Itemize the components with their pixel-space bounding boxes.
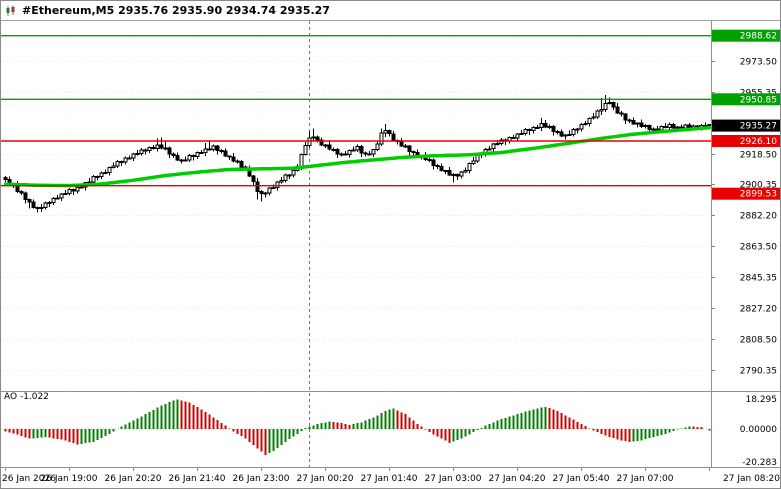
price-chart[interactable]: 2973.502955.352918.502900.352882.202863.… <box>1 21 781 489</box>
ma-line <box>3 125 712 188</box>
chart-icon <box>6 5 15 16</box>
ao-tick-label: -20.283 <box>742 458 777 468</box>
level-price-label <box>712 29 780 42</box>
grid-lines <box>1 21 711 467</box>
svg-text:2899.53: 2899.53 <box>740 190 777 200</box>
time-tick-label: 26 Jan 21:40 <box>169 474 226 484</box>
time-tick-label: 26 Jan 20:20 <box>105 474 162 484</box>
time-tick-label: 27 Jan 08:20 <box>723 474 780 484</box>
chart-title-bar: #Ethereum,M5 2935.76 2935.90 2934.74 293… <box>1 1 780 21</box>
ao-indicator-label: AO -1.022 <box>4 392 49 402</box>
time-tick-label: 27 Jan 04:20 <box>489 474 546 484</box>
chart-title: #Ethereum,M5 2935.76 2935.90 2934.74 293… <box>22 4 330 17</box>
ao-tick-label: 0.00000 <box>740 425 777 435</box>
level-price-label <box>712 135 780 147</box>
level-price-label <box>712 187 780 200</box>
pane-separators <box>1 21 780 468</box>
time-tick-label: 27 Jan 05:40 <box>553 474 610 484</box>
time-tick-label: 27 Jan 03:00 <box>425 474 482 484</box>
time-tick-label: 27 Jan 00:20 <box>297 474 354 484</box>
svg-text:2935.27: 2935.27 <box>740 122 777 132</box>
price-tick-label: 2863.50 <box>740 243 777 253</box>
price-tick-label: 2808.50 <box>740 336 777 346</box>
price-tick-label: 2900.35 <box>740 181 777 191</box>
svg-text:2988.62: 2988.62 <box>740 32 777 42</box>
time-tick-label: 26 Jan 19:00 <box>41 474 98 484</box>
ao-tick-label: 18.295 <box>746 395 778 405</box>
time-tick-label: 27 Jan 01:40 <box>361 474 418 484</box>
price-tick-label: 2918.50 <box>740 151 777 161</box>
time-tick-label: 27 Jan 07:00 <box>617 474 674 484</box>
time-tick-label: 26 Jan 23:00 <box>233 474 290 484</box>
time-tick-label: 26 Jan 2026 <box>2 474 56 484</box>
level-price-label <box>712 93 780 106</box>
svg-text:2950.85: 2950.85 <box>740 95 777 105</box>
ao-indicator <box>1 399 711 456</box>
price-tick-label: 2882.20 <box>740 212 777 222</box>
price-tick-label: 2790.35 <box>740 367 777 377</box>
price-tick-label: 2973.50 <box>740 58 777 68</box>
price-axis[interactable]: 2973.502955.352918.502900.352882.202863.… <box>712 29 781 468</box>
current-price-label <box>712 119 780 132</box>
price-tick-label: 2827.20 <box>740 305 777 315</box>
candlestick-series <box>3 95 712 213</box>
level-lines <box>1 34 711 187</box>
price-tick-label: 2845.35 <box>740 274 777 284</box>
svg-text:2926.10: 2926.10 <box>740 137 777 147</box>
